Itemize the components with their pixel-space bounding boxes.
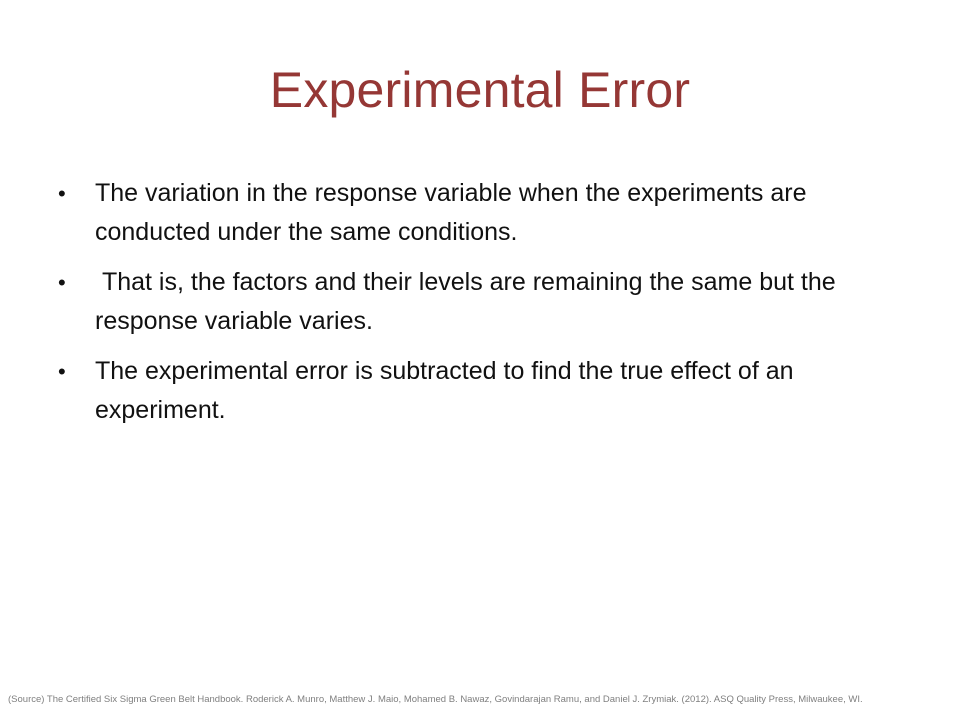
source-citation: (Source) The Certified Six Sigma Green B… — [8, 694, 863, 705]
bullet-text: That is, the factors and their levels ar… — [95, 268, 843, 335]
bullet-item: • The experimental error is subtracted t… — [58, 352, 908, 430]
bullet-text: The experimental error is subtracted to … — [95, 357, 801, 424]
bullet-item: • That is, the factors and their levels … — [58, 263, 908, 341]
bullet-text: The variation in the response variable w… — [95, 179, 814, 246]
bullet-dot-icon: • — [58, 270, 66, 295]
bullet-item: • The variation in the response variable… — [58, 174, 908, 252]
bullet-list: • The variation in the response variable… — [58, 174, 908, 441]
bullet-dot-icon: • — [58, 359, 66, 384]
bullet-dot-icon: • — [58, 181, 66, 206]
slide-title: Experimental Error — [269, 62, 691, 118]
